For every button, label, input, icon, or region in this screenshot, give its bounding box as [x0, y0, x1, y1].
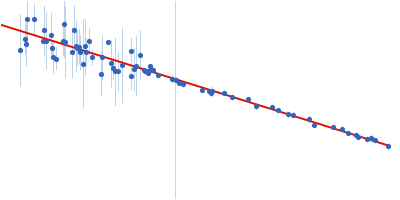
- Point: [290, 113, 296, 116]
- Point: [41, 29, 47, 32]
- Point: [206, 89, 213, 93]
- Point: [24, 18, 30, 21]
- Point: [128, 75, 134, 78]
- Point: [69, 50, 75, 53]
- Point: [208, 92, 214, 95]
- Point: [40, 39, 46, 43]
- Point: [355, 135, 361, 139]
- Point: [384, 145, 391, 148]
- Point: [43, 39, 49, 42]
- Point: [110, 67, 116, 70]
- Point: [98, 72, 104, 75]
- Point: [130, 67, 137, 70]
- Point: [209, 90, 215, 93]
- Point: [330, 125, 336, 128]
- Point: [372, 138, 378, 142]
- Point: [112, 70, 118, 73]
- Point: [147, 65, 153, 68]
- Point: [22, 37, 29, 40]
- Point: [141, 68, 148, 71]
- Point: [53, 57, 60, 60]
- Point: [368, 136, 374, 139]
- Point: [114, 69, 121, 73]
- Point: [76, 45, 82, 48]
- Point: [133, 64, 139, 68]
- Point: [48, 33, 54, 37]
- Point: [172, 78, 179, 82]
- Point: [23, 42, 29, 45]
- Point: [31, 17, 37, 20]
- Point: [50, 55, 56, 59]
- Point: [86, 40, 92, 43]
- Point: [245, 97, 251, 101]
- Point: [145, 71, 151, 75]
- Point: [199, 88, 205, 91]
- Point: [77, 51, 83, 54]
- Point: [128, 50, 134, 53]
- Point: [76, 49, 83, 52]
- Point: [104, 41, 111, 44]
- Point: [108, 61, 114, 64]
- Point: [142, 69, 148, 72]
- Point: [285, 112, 292, 116]
- Point: [353, 133, 360, 136]
- Point: [74, 46, 80, 49]
- Point: [99, 56, 105, 59]
- Point: [81, 45, 88, 48]
- Point: [62, 41, 68, 44]
- Point: [89, 55, 96, 58]
- Point: [252, 105, 259, 108]
- Point: [80, 62, 86, 65]
- Point: [72, 44, 79, 48]
- Point: [221, 91, 228, 94]
- Point: [228, 95, 235, 98]
- Point: [150, 69, 157, 72]
- Point: [70, 28, 77, 31]
- Point: [269, 105, 275, 108]
- Point: [169, 77, 175, 80]
- Point: [119, 64, 125, 67]
- Point: [48, 46, 55, 49]
- Point: [305, 117, 312, 120]
- Point: [148, 67, 154, 70]
- Point: [155, 74, 161, 77]
- Point: [180, 83, 186, 86]
- Point: [176, 81, 182, 84]
- Point: [339, 127, 345, 130]
- Point: [145, 70, 152, 73]
- Point: [344, 131, 351, 135]
- Point: [275, 109, 281, 112]
- Point: [60, 39, 66, 42]
- Point: [17, 48, 24, 52]
- Point: [311, 123, 318, 126]
- Point: [136, 53, 143, 56]
- Point: [60, 22, 67, 25]
- Point: [364, 137, 370, 140]
- Point: [83, 51, 89, 54]
